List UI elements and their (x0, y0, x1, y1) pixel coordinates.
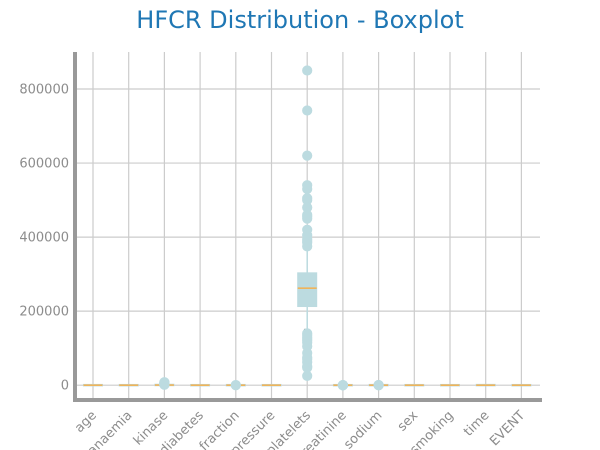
box-high_blood_pressure (261, 383, 282, 387)
outlier-point (302, 180, 313, 191)
x-axis-ticks: ageanaemiakinasediabetesfractionpressure… (72, 408, 528, 450)
outlier-point (373, 380, 384, 391)
box-ejection_fraction (225, 380, 246, 391)
outlier-point (159, 377, 170, 388)
box-serum_sodium (368, 380, 389, 391)
box-sex (404, 383, 425, 387)
box-platelets (297, 65, 318, 381)
y-axis-ticks: 0 200000 400000 600000 800000 (19, 83, 69, 394)
outlier-point (337, 380, 348, 391)
y-tick-label: 400000 (19, 231, 69, 246)
box-DEATH_EVENT (511, 383, 532, 387)
outlier-point (302, 150, 313, 161)
y-tick-label: 600000 (19, 157, 69, 172)
outlier-point (302, 193, 313, 204)
outlier-point (302, 328, 313, 339)
outlier-point (302, 105, 313, 116)
box-time (475, 383, 496, 387)
box-creatinine_phosphokinase (154, 377, 175, 390)
box-smoking (440, 383, 460, 387)
x-tick-label: age (72, 408, 100, 436)
box-age (83, 383, 103, 387)
box-serum_creatinine (332, 380, 353, 391)
box-layer (83, 65, 532, 391)
x-tick-label: sex (395, 408, 422, 435)
outlier-point (302, 224, 313, 235)
box-diabetes (190, 383, 211, 387)
axis-layer (73, 52, 542, 402)
box-anaemia (118, 383, 139, 387)
x-tick-label: EVENT (487, 408, 528, 449)
outlier-point (230, 380, 241, 391)
chart-title: HFCR Distribution - Boxplot (136, 6, 463, 34)
iqr-box (297, 272, 318, 308)
x-tick-label: time (461, 408, 492, 439)
y-tick-label: 0 (61, 379, 69, 394)
y-tick-label: 800000 (19, 83, 69, 98)
y-tick-label: 200000 (19, 305, 69, 320)
outlier-point (302, 65, 313, 76)
x-tick-label: sodium (341, 408, 385, 450)
